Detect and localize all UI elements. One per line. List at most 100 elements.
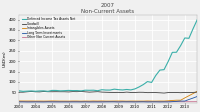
Deferred Income Tax Assets Net <box>184 37 186 39</box>
Intangibles Assets <box>59 100 62 102</box>
Long Term Investments <box>51 101 53 103</box>
Intangibles Assets <box>88 100 91 102</box>
Intangibles Assets <box>130 100 132 102</box>
Intangibles Assets <box>171 100 174 101</box>
Line: Intangibles Assets: Intangibles Assets <box>19 91 197 101</box>
Goodwill <box>63 91 66 93</box>
Goodwill <box>38 91 41 93</box>
Deferred Income Tax Assets Net <box>72 90 74 91</box>
Long Term Investments <box>30 101 33 103</box>
Long Term Investments <box>96 101 99 103</box>
Goodwill <box>130 92 132 93</box>
Long Term Investments <box>84 101 86 103</box>
Long Term Investments <box>43 101 45 103</box>
Deferred Income Tax Assets Net <box>138 86 140 88</box>
Deferred Income Tax Assets Net <box>159 69 161 71</box>
Long Term Investments <box>175 101 178 102</box>
Goodwill <box>175 92 178 93</box>
Other Non Current Assets <box>159 101 161 102</box>
Long Term Investments <box>113 101 115 102</box>
Long Term Investments <box>55 101 57 103</box>
Deferred Income Tax Assets Net <box>163 69 165 70</box>
Long Term Investments <box>146 101 149 103</box>
Goodwill <box>43 91 45 92</box>
Deferred Income Tax Assets Net <box>117 89 120 90</box>
Long Term Investments <box>59 101 62 103</box>
Long Term Investments <box>47 101 49 103</box>
Other Non Current Assets <box>67 101 70 102</box>
Other Non Current Assets <box>96 101 99 102</box>
Other Non Current Assets <box>130 101 132 102</box>
Goodwill <box>121 92 124 93</box>
Intangibles Assets <box>138 100 140 102</box>
Other Non Current Assets <box>63 101 66 102</box>
Goodwill <box>113 92 115 93</box>
Intangibles Assets <box>175 100 178 101</box>
Other Non Current Assets <box>55 101 57 102</box>
Other Non Current Assets <box>88 101 91 102</box>
Other Non Current Assets <box>117 101 120 102</box>
Intangibles Assets <box>18 100 20 102</box>
Intangibles Assets <box>134 100 136 102</box>
Deferred Income Tax Assets Net <box>130 89 132 91</box>
Other Non Current Assets <box>155 101 157 102</box>
Goodwill <box>184 92 186 93</box>
Other Non Current Assets <box>51 101 53 102</box>
Intangibles Assets <box>105 100 107 102</box>
Other Non Current Assets <box>18 101 20 102</box>
Long Term Investments <box>150 101 153 103</box>
Intangibles Assets <box>76 100 78 102</box>
Deferred Income Tax Assets Net <box>179 45 182 46</box>
Other Non Current Assets <box>192 101 194 102</box>
Intangibles Assets <box>146 100 149 102</box>
Other Non Current Assets <box>43 101 45 102</box>
Goodwill <box>155 92 157 93</box>
Other Non Current Assets <box>26 101 28 102</box>
Long Term Investments <box>18 101 20 103</box>
Deferred Income Tax Assets Net <box>38 90 41 92</box>
Other Non Current Assets <box>38 101 41 102</box>
Goodwill <box>171 92 174 93</box>
Deferred Income Tax Assets Net <box>59 90 62 92</box>
Intangibles Assets <box>92 100 95 102</box>
Goodwill <box>192 92 194 93</box>
Other Non Current Assets <box>175 101 178 102</box>
Deferred Income Tax Assets Net <box>51 90 53 91</box>
Other Non Current Assets <box>196 101 198 102</box>
Goodwill <box>105 92 107 93</box>
Deferred Income Tax Assets Net <box>22 91 24 92</box>
Goodwill <box>96 91 99 92</box>
Intangibles Assets <box>47 100 49 102</box>
Deferred Income Tax Assets Net <box>55 90 57 91</box>
Long Term Investments <box>184 100 186 102</box>
Intangibles Assets <box>117 100 120 102</box>
Line: Deferred Income Tax Assets Net: Deferred Income Tax Assets Net <box>19 20 197 91</box>
Deferred Income Tax Assets Net <box>18 90 20 91</box>
Goodwill <box>196 91 198 93</box>
Other Non Current Assets <box>76 101 78 102</box>
Intangibles Assets <box>109 100 111 102</box>
Other Non Current Assets <box>105 101 107 102</box>
Goodwill <box>146 92 149 93</box>
Long Term Investments <box>142 101 144 102</box>
Goodwill <box>138 92 140 93</box>
Goodwill <box>59 91 62 92</box>
Deferred Income Tax Assets Net <box>192 28 194 29</box>
Deferred Income Tax Assets Net <box>47 91 49 92</box>
Deferred Income Tax Assets Net <box>92 89 95 91</box>
Intangibles Assets <box>38 100 41 102</box>
Long Term Investments <box>109 101 111 102</box>
Deferred Income Tax Assets Net <box>101 89 103 90</box>
Intangibles Assets <box>96 100 99 102</box>
Goodwill <box>179 92 182 93</box>
Goodwill <box>134 92 136 93</box>
Title: 2007
Non-Current Assets: 2007 Non-Current Assets <box>81 3 135 14</box>
Other Non Current Assets <box>146 101 149 102</box>
Long Term Investments <box>163 101 165 103</box>
Goodwill <box>26 91 28 93</box>
Other Non Current Assets <box>47 101 49 102</box>
Other Non Current Assets <box>22 101 24 102</box>
Intangibles Assets <box>80 100 82 102</box>
Deferred Income Tax Assets Net <box>126 89 128 90</box>
Long Term Investments <box>126 101 128 102</box>
